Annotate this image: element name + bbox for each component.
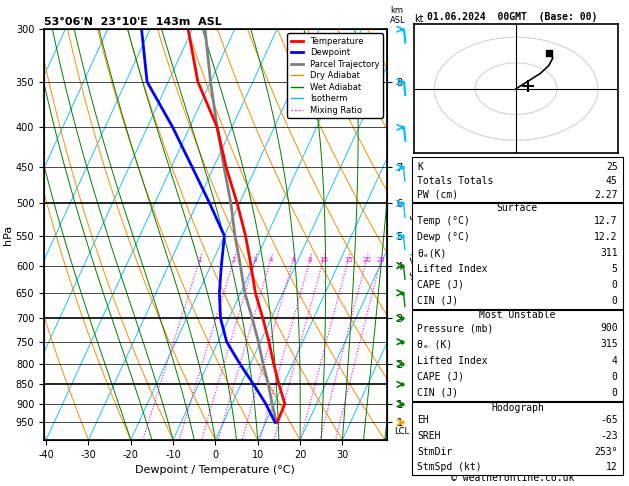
- Text: 311: 311: [600, 248, 618, 258]
- Text: 45: 45: [606, 176, 618, 186]
- Text: 10: 10: [319, 257, 328, 263]
- Text: Temp (°C): Temp (°C): [417, 216, 470, 226]
- Text: Hodograph: Hodograph: [491, 403, 544, 413]
- Text: 3: 3: [253, 257, 257, 263]
- Text: StmSpd (kt): StmSpd (kt): [417, 463, 482, 472]
- Text: Lifted Index: Lifted Index: [417, 264, 487, 274]
- Text: 2: 2: [231, 257, 236, 263]
- Text: -23: -23: [600, 431, 618, 441]
- Text: Lifted Index: Lifted Index: [417, 356, 487, 365]
- Text: LCL: LCL: [394, 427, 409, 435]
- Text: 25: 25: [377, 257, 386, 263]
- Text: 0: 0: [612, 388, 618, 398]
- Text: 53°06'N  23°10'E  143m  ASL: 53°06'N 23°10'E 143m ASL: [44, 17, 222, 27]
- Text: EH: EH: [417, 416, 429, 425]
- Text: 900: 900: [600, 323, 618, 333]
- Text: 0: 0: [612, 280, 618, 290]
- Text: 12.2: 12.2: [594, 232, 618, 242]
- Text: 4: 4: [269, 257, 273, 263]
- Text: 15: 15: [344, 257, 353, 263]
- Text: PW (cm): PW (cm): [417, 190, 458, 200]
- Text: kt: kt: [414, 14, 423, 24]
- Text: 2.27: 2.27: [594, 190, 618, 200]
- Text: 01.06.2024  00GMT  (Base: 00): 01.06.2024 00GMT (Base: 00): [428, 12, 598, 22]
- Text: 253°: 253°: [594, 447, 618, 457]
- Text: 0: 0: [612, 372, 618, 382]
- Text: CIN (J): CIN (J): [417, 388, 458, 398]
- Text: Most Unstable: Most Unstable: [479, 311, 555, 320]
- Text: 315: 315: [600, 340, 618, 349]
- Text: 8: 8: [308, 257, 313, 263]
- Text: km
ASL: km ASL: [390, 6, 406, 25]
- Text: © weatheronline.co.uk: © weatheronline.co.uk: [451, 473, 574, 483]
- Legend: Temperature, Dewpoint, Parcel Trajectory, Dry Adiabat, Wet Adiabat, Isotherm, Mi: Temperature, Dewpoint, Parcel Trajectory…: [287, 34, 382, 118]
- Text: Dewp (°C): Dewp (°C): [417, 232, 470, 242]
- Text: CIN (J): CIN (J): [417, 295, 458, 306]
- Text: StmDir: StmDir: [417, 447, 452, 457]
- Y-axis label: hPa: hPa: [3, 225, 13, 244]
- Text: 6: 6: [291, 257, 296, 263]
- Y-axis label: Mixing Ratio (g/kg): Mixing Ratio (g/kg): [409, 189, 420, 280]
- Text: θₑ (K): θₑ (K): [417, 340, 452, 349]
- Text: CAPE (J): CAPE (J): [417, 372, 464, 382]
- Text: 4: 4: [612, 356, 618, 365]
- Text: CAPE (J): CAPE (J): [417, 280, 464, 290]
- Text: 12: 12: [606, 463, 618, 472]
- Text: 0: 0: [612, 295, 618, 306]
- Text: Totals Totals: Totals Totals: [417, 176, 493, 186]
- Text: 1: 1: [198, 257, 202, 263]
- Text: Pressure (mb): Pressure (mb): [417, 323, 493, 333]
- Text: θₑ(K): θₑ(K): [417, 248, 447, 258]
- Text: 12.7: 12.7: [594, 216, 618, 226]
- Text: -65: -65: [600, 416, 618, 425]
- Text: 25: 25: [606, 162, 618, 172]
- X-axis label: Dewpoint / Temperature (°C): Dewpoint / Temperature (°C): [135, 465, 296, 475]
- Text: SREH: SREH: [417, 431, 440, 441]
- Text: Surface: Surface: [497, 204, 538, 213]
- Text: K: K: [417, 162, 423, 172]
- Text: 5: 5: [612, 264, 618, 274]
- Text: 20: 20: [362, 257, 371, 263]
